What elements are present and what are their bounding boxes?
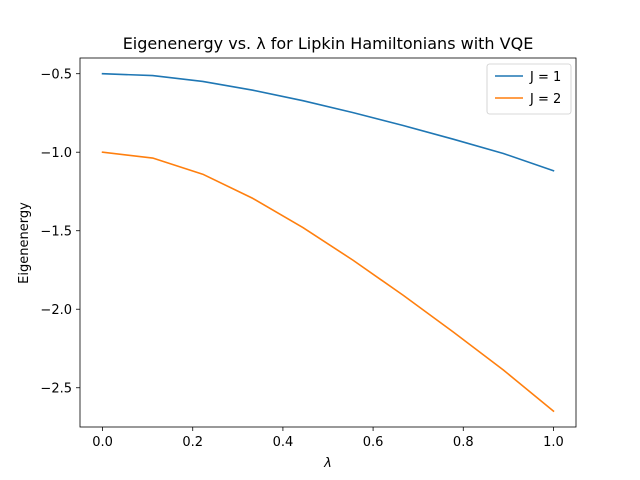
y-axis-label: Eigenenergy xyxy=(17,202,32,284)
y-tick-label: −1.0 xyxy=(40,146,72,161)
legend-label: J = 2 xyxy=(529,92,561,107)
x-tick-label: 0.4 xyxy=(273,435,294,450)
x-tick-label: 0.2 xyxy=(182,435,203,450)
y-tick-label: −1.5 xyxy=(40,225,72,240)
y-tick-label: −2.0 xyxy=(40,303,72,318)
plot-frame xyxy=(79,57,577,428)
series-line-2 xyxy=(101,151,555,413)
y-tick-label: −0.5 xyxy=(40,68,72,83)
chart-title: Eigenenergy vs. λ for Lipkin Hamiltonian… xyxy=(123,34,534,53)
plot-lines xyxy=(101,72,555,413)
y-axis-ticks: −0.5 −1.0 −1.5 −2.0 −2.5 xyxy=(40,68,80,397)
legend: J = 1 J = 2 xyxy=(486,63,572,115)
y-tick-label: −2.5 xyxy=(40,382,72,397)
x-axis-label: λ xyxy=(323,456,332,471)
x-tick-label: 0.6 xyxy=(363,435,384,450)
x-tick-label: 0.8 xyxy=(453,435,474,450)
x-tick-label: 1.0 xyxy=(543,435,564,450)
x-axis-ticks: 0.0 0.2 0.4 0.6 0.8 1.0 xyxy=(92,427,564,450)
x-tick-label: 0.0 xyxy=(92,435,113,450)
series-line-1 xyxy=(101,72,555,172)
legend-label: J = 1 xyxy=(529,70,561,85)
